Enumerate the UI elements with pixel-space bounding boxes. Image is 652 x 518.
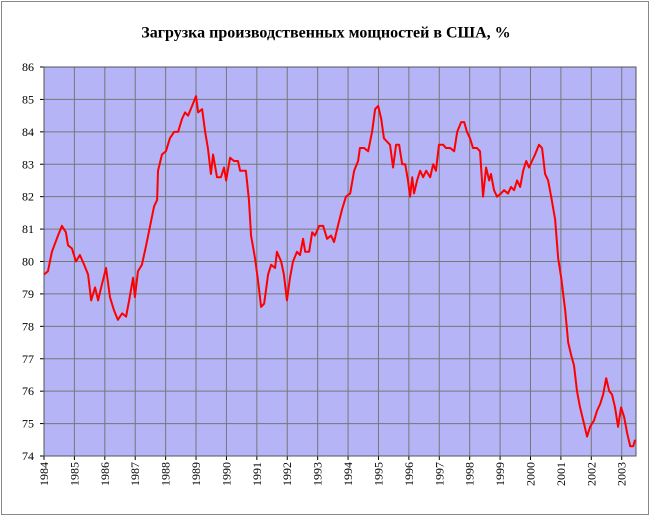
x-tick-label: 1999 [493,462,507,486]
x-tick-label: 1988 [159,462,173,486]
y-tick-label: 78 [22,319,34,333]
y-tick-label: 80 [22,255,34,269]
x-tick-label: 1986 [98,462,112,486]
line-series [43,95,637,448]
y-tick-label: 77 [22,352,34,366]
x-tick-label: 1996 [402,462,416,486]
x-tick-label: 1985 [67,462,81,486]
chart-title: Загрузка производственных мощностей в СШ… [141,25,510,42]
plot-border [43,66,637,457]
x-tick-label: 2001 [554,462,568,486]
y-tick-label: 74 [22,449,34,463]
x-tick-label: 2003 [615,462,629,486]
x-tick-label: 1989 [189,462,203,486]
x-tick-label: 1991 [250,462,264,486]
x-tick-label: 1984 [37,462,51,486]
y-tick-label: 82 [22,190,34,204]
x-tick-label: 2000 [523,462,537,486]
x-tick-label: 1990 [219,462,233,486]
y-tick-label: 83 [22,157,34,171]
y-tick-label: 81 [22,222,34,236]
x-tick-label: 1987 [128,462,142,486]
y-tick-label: 76 [22,384,34,398]
y-tick-label: 79 [22,287,34,301]
y-tick-label: 86 [22,60,34,74]
x-tick-label: 1994 [341,462,355,486]
y-tick-label: 85 [22,92,34,106]
x-tick-label: 1998 [463,462,477,486]
x-tick-label: 1995 [371,462,385,486]
x-tick-label: 2002 [584,462,598,486]
x-tick-label: 1993 [311,462,325,486]
x-tick-label: 1997 [432,462,446,486]
y-tick-label: 75 [22,417,34,431]
x-tick-label: 1992 [280,462,294,486]
y-tick-label: 84 [22,125,34,139]
